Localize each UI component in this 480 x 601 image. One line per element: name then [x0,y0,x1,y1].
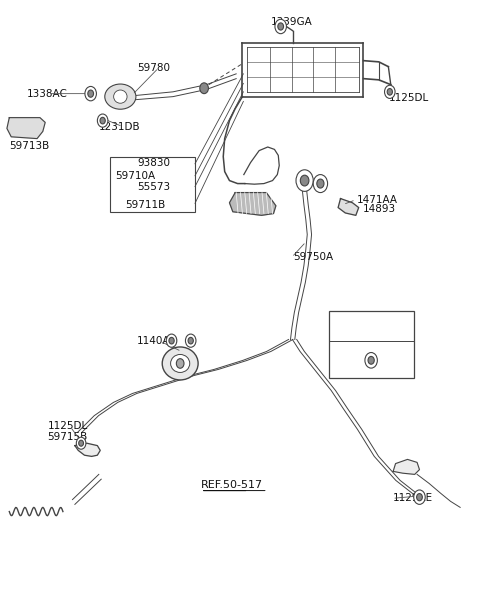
Ellipse shape [170,355,190,373]
Text: 59750A: 59750A [294,252,334,262]
Circle shape [317,179,324,188]
Circle shape [166,334,177,347]
Text: 1140AD: 1140AD [137,337,179,346]
Circle shape [169,337,174,344]
Circle shape [85,87,96,101]
Text: 59713B: 59713B [9,141,49,151]
Text: 1339GA: 1339GA [271,17,313,26]
Circle shape [76,437,86,449]
Text: 59711B: 59711B [125,200,166,210]
Text: 59710A: 59710A [116,171,156,181]
Text: 1231DB: 1231DB [99,121,141,132]
Text: REF.50-517: REF.50-517 [201,480,263,490]
Ellipse shape [114,90,127,103]
Text: 1125DL: 1125DL [388,93,429,103]
Text: 59715B: 59715B [48,432,88,442]
Text: 1129AE: 1129AE [393,493,433,504]
Text: 1471AA: 1471AA [357,195,398,205]
Circle shape [417,493,422,501]
Polygon shape [7,118,45,139]
Circle shape [278,23,284,30]
Circle shape [414,490,425,504]
Circle shape [188,337,193,344]
Circle shape [387,88,393,95]
Text: 14893: 14893 [363,204,396,215]
Polygon shape [338,198,359,215]
Circle shape [97,114,108,127]
Circle shape [275,19,287,34]
Bar [110,157,195,212]
Polygon shape [75,443,100,456]
Circle shape [100,117,105,124]
Circle shape [176,359,184,368]
Text: 11291: 11291 [352,339,389,352]
Ellipse shape [105,84,136,109]
Circle shape [200,83,208,94]
Ellipse shape [162,347,198,380]
Circle shape [79,440,84,446]
Polygon shape [229,192,276,215]
Circle shape [368,356,374,364]
Text: 1338AC: 1338AC [27,88,68,99]
Circle shape [313,174,327,192]
Polygon shape [393,459,420,474]
Text: 55573: 55573 [137,182,170,192]
Text: 59780: 59780 [137,63,170,73]
Circle shape [88,90,94,97]
Circle shape [185,334,196,347]
Circle shape [365,353,377,368]
Circle shape [384,85,395,99]
Circle shape [296,170,313,191]
Text: 93830: 93830 [137,157,170,168]
Text: 1125DL: 1125DL [48,421,88,432]
Bar [328,311,414,379]
Circle shape [300,175,309,186]
